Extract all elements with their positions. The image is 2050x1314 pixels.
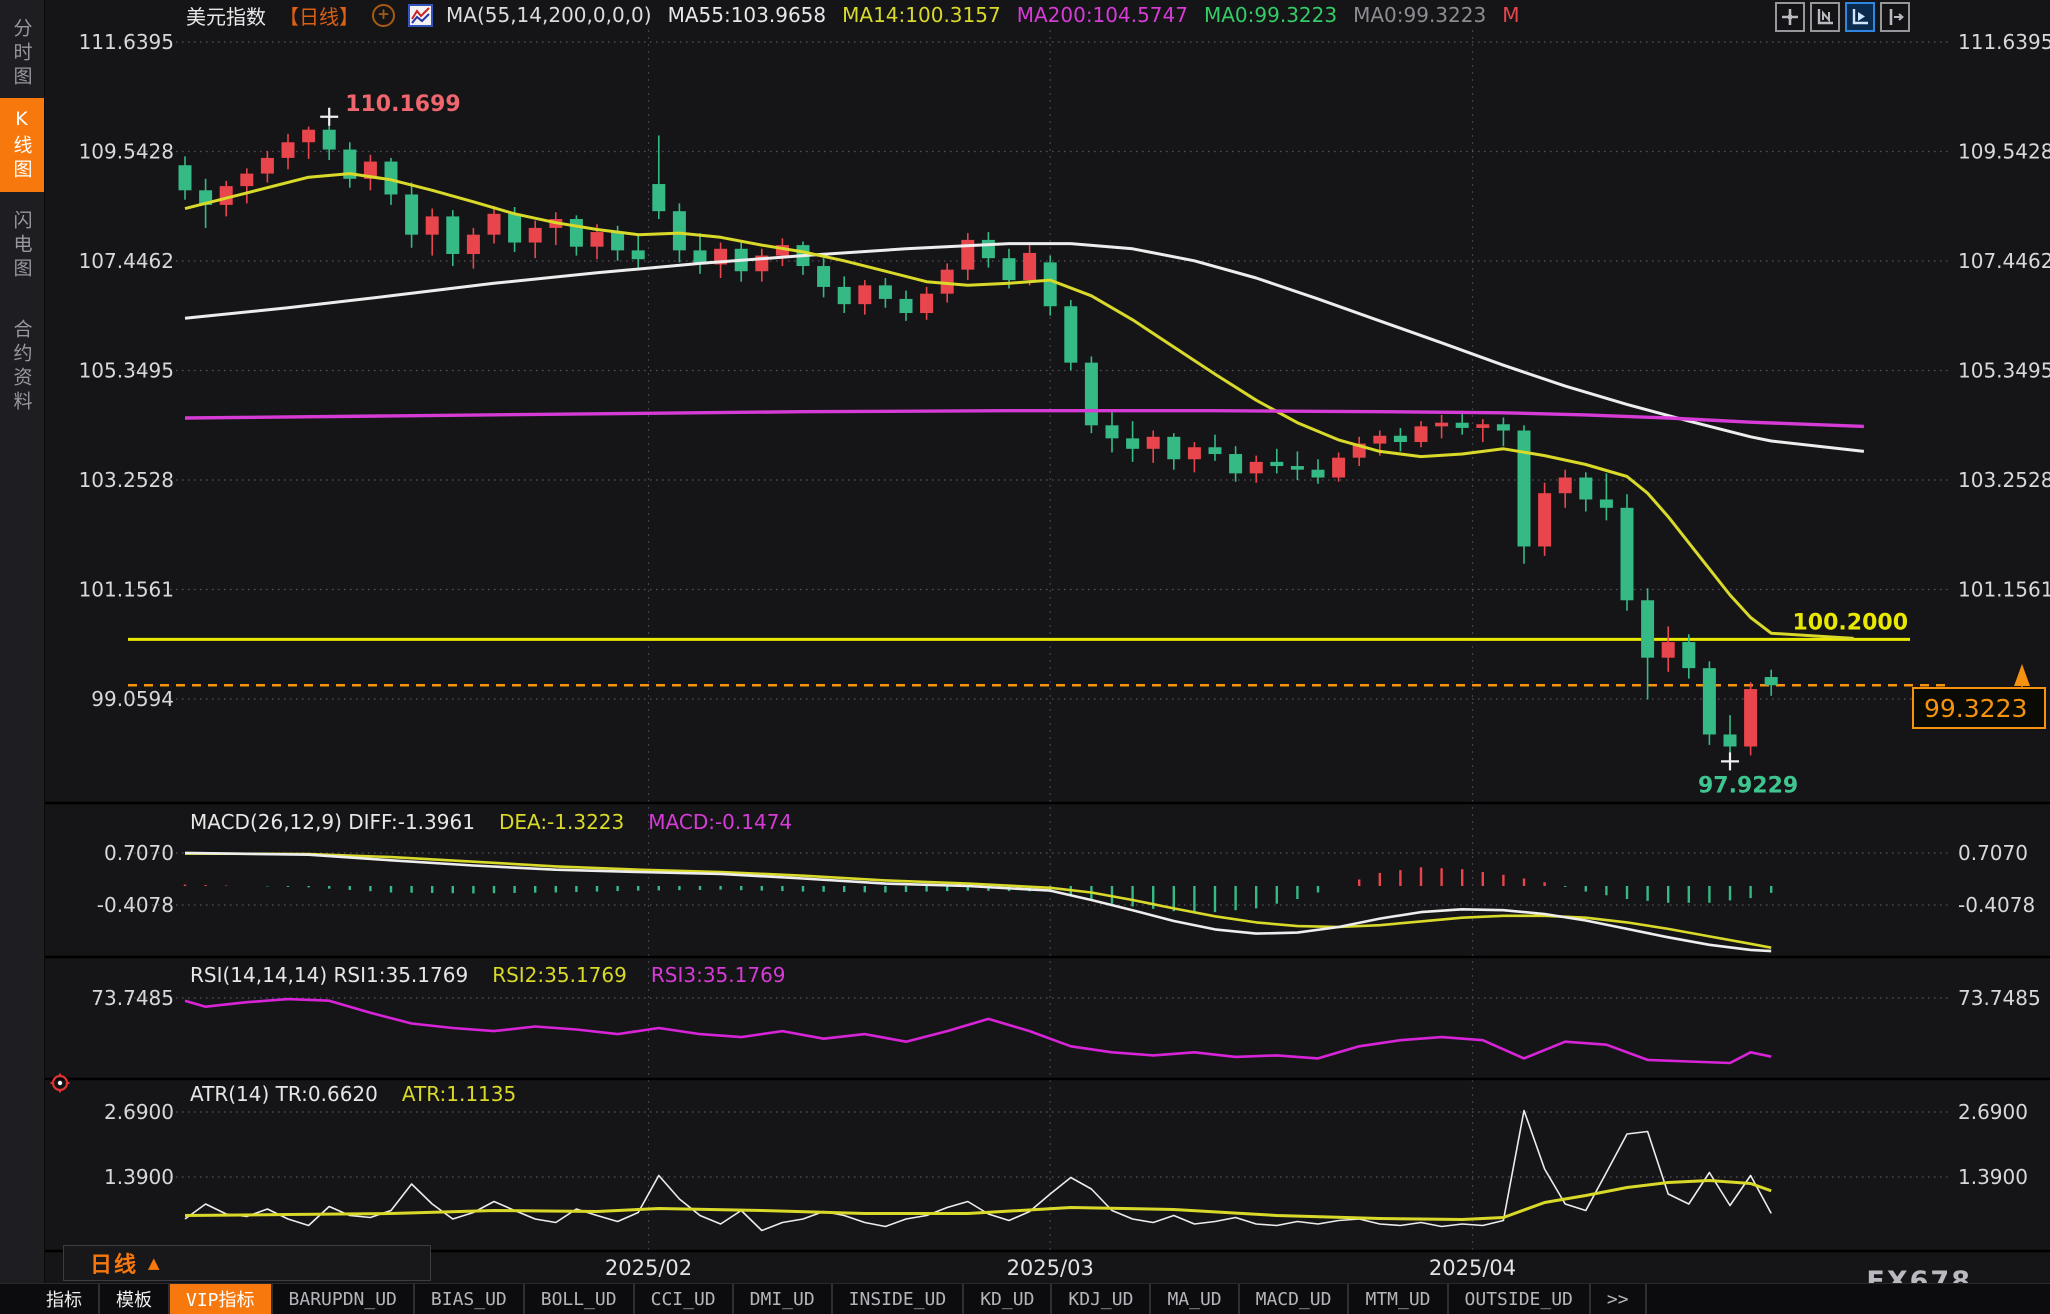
tab-inside_ud[interactable]: INSIDE_UD [833,1284,965,1314]
rsi-header-part: RSI2:35.1769 [492,963,627,987]
svg-text:99.0594: 99.0594 [91,687,174,711]
svg-text:73.7485: 73.7485 [1958,986,2041,1010]
svg-text:2.6900: 2.6900 [104,1100,174,1124]
svg-text:109.5428: 109.5428 [79,140,174,164]
ma-readout-5: MA0:99.3223 [1353,3,1487,27]
svg-text:110.1699: 110.1699 [345,92,461,117]
svg-text:107.4462: 107.4462 [79,249,174,273]
sidebar-item-1[interactable]: K线图 [0,98,44,192]
tab-boll_ud[interactable]: BOLL_UD [525,1284,635,1314]
sidebar-item-3[interactable]: 合约资料 [10,319,33,415]
timeframe-label: 【日线】 [279,4,359,29]
svg-text:105.3495: 105.3495 [1958,358,2050,382]
macd-header-part: DEA:-1.3223 [498,810,625,834]
tab-vip[interactable]: VIP指标 [170,1284,273,1314]
rsi-header-part: RSI(14,14,14) RSI1:35.1769 [190,963,469,987]
svg-text:0.7070: 0.7070 [104,841,174,865]
macd-header-part: MACD(26,12,9) DIFF:-1.3961 [190,810,475,834]
timeframe-value: 日线 [90,1253,139,1278]
tab-dmi_ud[interactable]: DMI_UD [734,1284,833,1314]
atr-header: ATR(14) TR:0.6620 ATR:1.1135 [190,1082,516,1106]
ma-readout-0: MA(55,14,200,0,0,0) [446,3,652,27]
svg-text:73.7485: 73.7485 [91,986,174,1010]
axis-scale-icon[interactable] [1810,2,1840,32]
tab-mtm_ud[interactable]: MTM_UD [1349,1284,1449,1314]
svg-text:97.9229: 97.9229 [1698,773,1798,798]
axis-play-icon[interactable] [1845,2,1875,32]
svg-text:103.2528: 103.2528 [79,468,174,492]
svg-text:-0.4078: -0.4078 [97,893,174,917]
ma-readout-2: MA14:100.3157 [842,3,1001,27]
svg-text:0.7070: 0.7070 [1958,841,2028,865]
tab-macd_ud[interactable]: MACD_UD [1240,1284,1350,1314]
macd-header-part: MACD:-0.1474 [648,810,793,834]
svg-text:2.6900: 2.6900 [1958,1100,2028,1124]
tab-[interactable]: 指标 [30,1284,100,1314]
svg-text:-0.4078: -0.4078 [1958,893,2035,917]
atr-header-part: ATR(14) TR:0.6620 [190,1082,378,1106]
ma-readout-1: MA55:103.9658 [667,3,827,27]
svg-text:1.3900: 1.3900 [104,1165,174,1189]
svg-text:2025/04: 2025/04 [1429,1256,1516,1280]
tab->>[interactable]: >> [1591,1284,1647,1314]
svg-text:111.6395: 111.6395 [1958,30,2050,54]
timeframe-dropdown-arrow: ▲ [148,1254,160,1272]
chart-header: 美元指数 【日线】 + MA(55,14,200,0,0,0) MA55:103.… [186,0,1519,30]
svg-text:109.5428: 109.5428 [1958,140,2050,164]
svg-text:103.2528: 103.2528 [1958,468,2050,492]
svg-text:1.3900: 1.3900 [1958,1165,2028,1189]
svg-text:2025/03: 2025/03 [1007,1256,1094,1280]
add-indicator-icon[interactable]: + [372,3,395,27]
tab-barupdn_ud[interactable]: BARUPDN_UD [273,1284,415,1314]
tab-kdj_ud[interactable]: KDJ_UD [1052,1284,1152,1314]
rsi-header: RSI(14,14,14) RSI1:35.1769 RSI2:35.1769 RS… [190,963,786,987]
tab-outside_ud[interactable]: OUTSIDE_UD [1449,1284,1591,1314]
ma-readouts: MA(55,14,200,0,0,0) MA55:103.9658 MA14:100… [446,3,1519,27]
last-price-tag: 99.3223 [1912,687,2046,729]
svg-text:107.4462: 107.4462 [1958,249,2050,273]
mini-chart-icon[interactable] [408,3,433,27]
tab-cci_ud[interactable]: CCI_UD [635,1284,734,1314]
sidebar: 分时图 K线图闪电图合约资料 [0,0,45,1314]
svg-text:105.3495: 105.3495 [79,358,174,382]
tab-ma_ud[interactable]: MA_UD [1151,1284,1240,1314]
svg-text:100.2000: 100.2000 [1792,610,1908,635]
indicator-tabbar: 指标 模板 VIP指标 BARUPDN_UD BIAS_UD BOLL_UD CCI_UD D… [0,1283,2050,1314]
ma-readout-4: MA0:99.3223 [1203,3,1338,27]
pan-chart-icon[interactable] [1880,2,1910,32]
svg-text:101.1561: 101.1561 [79,577,174,601]
sidebar-item-0[interactable]: 分时图 [10,18,33,90]
tab-[interactable]: 模板 [100,1284,170,1314]
svg-text:111.6395: 111.6395 [79,30,174,54]
svg-text:2025/02: 2025/02 [605,1256,692,1280]
tab-bias_ud[interactable]: BIAS_UD [415,1284,525,1314]
atr-header-part: ATR:1.1135 [401,1082,517,1106]
crosshair-tool-icon[interactable] [1775,2,1805,32]
rsi-header-part: RSI3:35.1769 [650,963,786,987]
svg-text:101.1561: 101.1561 [1958,577,2050,601]
timeframe-selector[interactable]: 日线 ▲ [63,1245,431,1281]
ma-readout-6: M [1502,3,1520,27]
alert-target-icon[interactable] [49,1072,71,1098]
sidebar-item-2[interactable]: 闪电图 [10,210,33,282]
tab-kd_ud[interactable]: KD_UD [964,1284,1053,1314]
ma-readout-3: MA200:104.5747 [1016,3,1188,27]
symbol-title: 美元指数 [186,4,266,29]
macd-header: MACD(26,12,9) DIFF:-1.3961 DEA:-1.3223 MAC… [190,810,792,834]
chart-toolbar [1775,2,1910,32]
